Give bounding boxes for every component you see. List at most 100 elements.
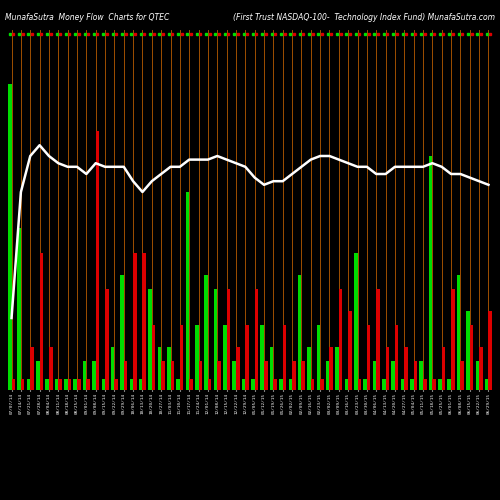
Bar bbox=[442, 347, 446, 390]
Bar bbox=[354, 253, 358, 390]
Bar bbox=[292, 361, 296, 390]
Bar bbox=[264, 361, 268, 390]
Bar bbox=[114, 379, 118, 390]
Bar bbox=[189, 379, 193, 390]
Bar bbox=[348, 311, 352, 390]
Bar bbox=[372, 361, 376, 390]
Bar bbox=[161, 361, 164, 390]
Bar bbox=[218, 361, 221, 390]
Bar bbox=[236, 347, 240, 390]
Bar bbox=[21, 379, 24, 390]
Bar bbox=[74, 379, 77, 390]
Bar bbox=[367, 325, 370, 390]
Bar bbox=[46, 379, 49, 390]
Bar bbox=[176, 379, 180, 390]
Bar bbox=[470, 325, 474, 390]
Bar bbox=[302, 361, 305, 390]
Bar bbox=[195, 325, 198, 390]
Bar bbox=[438, 379, 442, 390]
Bar bbox=[307, 347, 311, 390]
Bar bbox=[288, 379, 292, 390]
Bar bbox=[320, 379, 324, 390]
Bar bbox=[316, 325, 320, 390]
Bar bbox=[208, 379, 212, 390]
Bar bbox=[198, 361, 202, 390]
Bar bbox=[26, 379, 30, 390]
Bar bbox=[298, 275, 302, 390]
Bar bbox=[86, 379, 90, 390]
Bar bbox=[102, 379, 105, 390]
Bar bbox=[344, 379, 348, 390]
Bar bbox=[330, 347, 333, 390]
Bar bbox=[429, 156, 432, 390]
Bar bbox=[180, 325, 184, 390]
Bar bbox=[133, 253, 136, 390]
Bar bbox=[148, 289, 152, 390]
Bar bbox=[364, 379, 367, 390]
Bar bbox=[282, 325, 286, 390]
Bar bbox=[410, 379, 414, 390]
Bar bbox=[8, 84, 12, 390]
Bar bbox=[105, 289, 108, 390]
Bar bbox=[251, 379, 254, 390]
Text: MunafaSutra  Money Flow  Charts for QTEC: MunafaSutra Money Flow Charts for QTEC bbox=[5, 12, 170, 22]
Bar bbox=[254, 289, 258, 390]
Bar bbox=[124, 361, 128, 390]
Bar bbox=[83, 361, 86, 390]
Bar bbox=[246, 325, 249, 390]
Bar bbox=[432, 379, 436, 390]
Bar bbox=[30, 347, 34, 390]
Bar bbox=[226, 289, 230, 390]
Bar bbox=[326, 361, 330, 390]
Bar bbox=[68, 379, 71, 390]
Bar bbox=[376, 289, 380, 390]
Bar bbox=[223, 325, 226, 390]
Bar bbox=[64, 379, 68, 390]
Bar bbox=[40, 253, 43, 390]
Bar bbox=[167, 347, 170, 390]
Bar bbox=[54, 379, 58, 390]
Bar bbox=[120, 275, 124, 390]
Bar bbox=[77, 379, 80, 390]
Bar bbox=[142, 253, 146, 390]
Bar bbox=[386, 347, 389, 390]
Bar bbox=[336, 347, 339, 390]
Bar bbox=[204, 275, 208, 390]
Bar bbox=[232, 361, 236, 390]
Bar bbox=[311, 379, 314, 390]
Bar bbox=[242, 379, 246, 390]
Bar bbox=[358, 379, 361, 390]
Bar bbox=[139, 379, 142, 390]
Text: (First Trust NASDAQ-100-  Technology Index Fund) MunafaSutra.com: (First Trust NASDAQ-100- Technology Inde… bbox=[233, 12, 495, 22]
Bar bbox=[404, 347, 408, 390]
Bar bbox=[420, 361, 423, 390]
Bar bbox=[92, 361, 96, 390]
Bar bbox=[460, 361, 464, 390]
Bar bbox=[488, 311, 492, 390]
Bar bbox=[36, 361, 40, 390]
Bar bbox=[382, 379, 386, 390]
Bar bbox=[260, 325, 264, 390]
Bar bbox=[466, 311, 470, 390]
Bar bbox=[152, 325, 156, 390]
Bar bbox=[186, 192, 189, 390]
Bar bbox=[58, 379, 62, 390]
Bar bbox=[423, 379, 426, 390]
Bar bbox=[214, 289, 218, 390]
Bar bbox=[279, 379, 282, 390]
Bar bbox=[270, 347, 274, 390]
Bar bbox=[18, 228, 21, 390]
Bar bbox=[392, 361, 395, 390]
Bar bbox=[130, 379, 133, 390]
Bar bbox=[274, 379, 277, 390]
Bar bbox=[158, 347, 161, 390]
Bar bbox=[111, 347, 114, 390]
Bar bbox=[12, 379, 15, 390]
Bar bbox=[485, 379, 488, 390]
Bar bbox=[170, 361, 174, 390]
Bar bbox=[479, 347, 482, 390]
Bar bbox=[457, 275, 460, 390]
Bar bbox=[448, 379, 451, 390]
Bar bbox=[414, 361, 417, 390]
Bar bbox=[339, 289, 342, 390]
